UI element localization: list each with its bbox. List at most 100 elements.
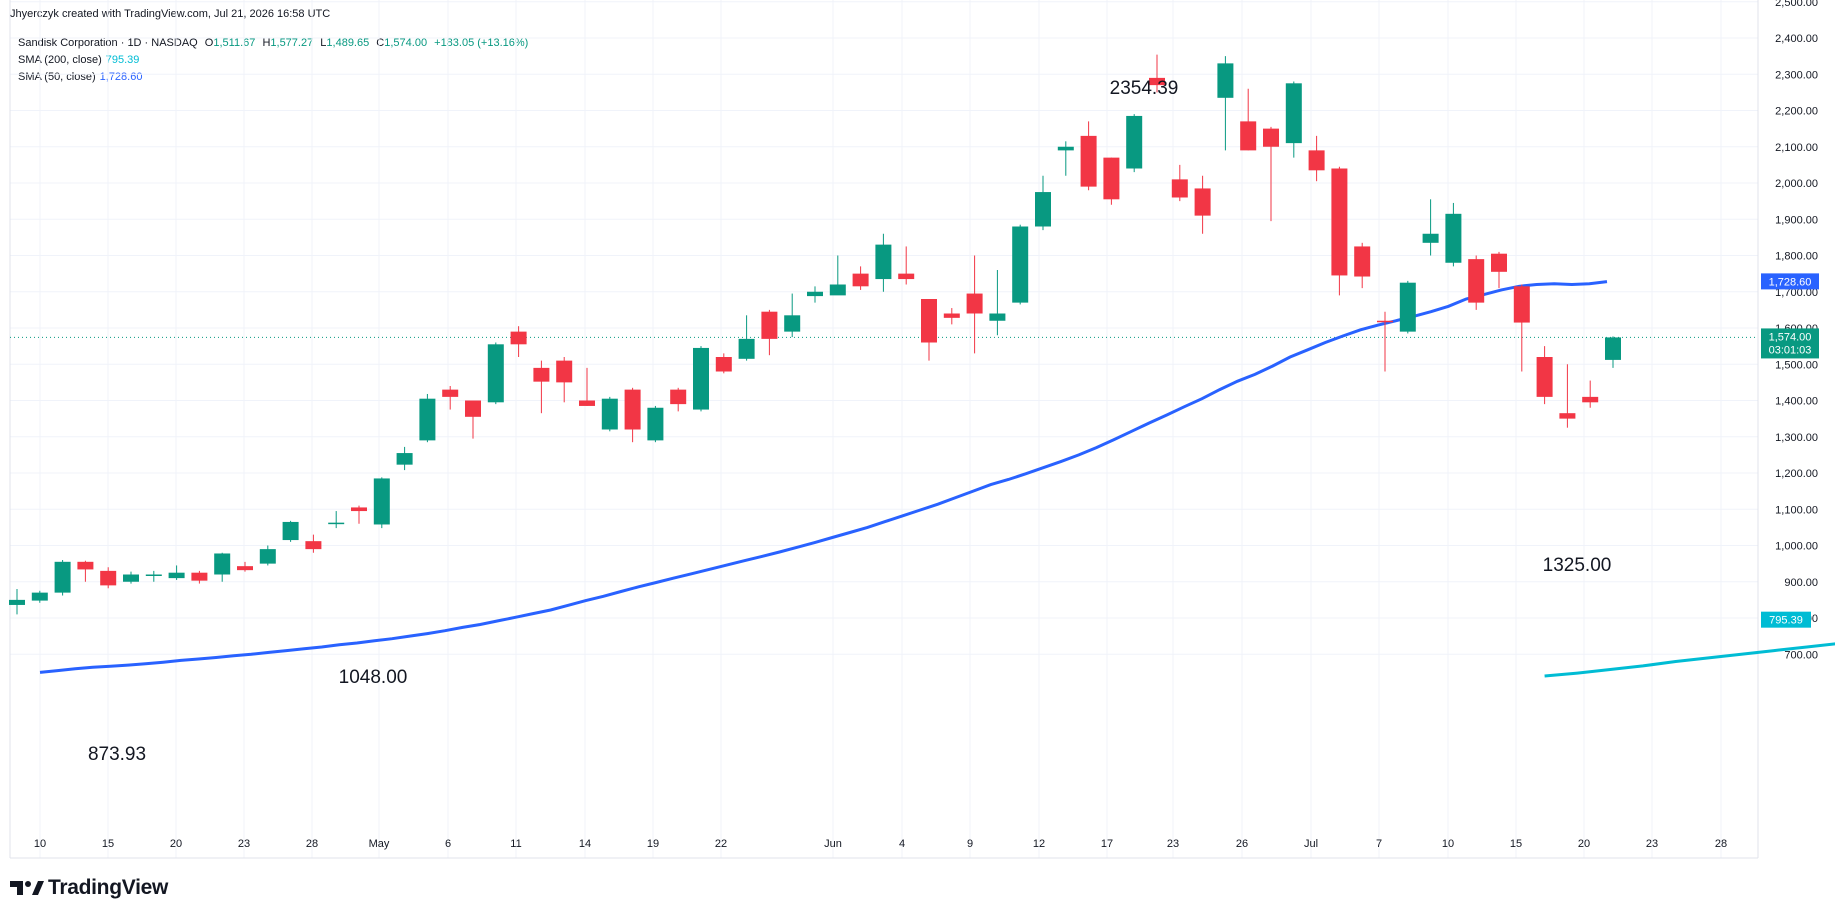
candle[interactable] xyxy=(1057,141,1074,176)
candle[interactable] xyxy=(168,565,185,580)
candle[interactable] xyxy=(533,360,550,414)
candle[interactable] xyxy=(1468,255,1485,310)
candle[interactable] xyxy=(510,326,527,357)
symbol-legend-row[interactable]: Sandisk Corporation · 1D · NASDAQ O1,511… xyxy=(18,35,528,52)
candle[interactable] xyxy=(373,477,390,529)
candle[interactable] xyxy=(943,308,960,325)
candle[interactable] xyxy=(1491,251,1507,289)
candle[interactable] xyxy=(875,233,892,292)
candle[interactable] xyxy=(579,367,595,406)
time-tick-label: 9 xyxy=(967,838,973,850)
candle-body xyxy=(738,338,755,359)
candle[interactable] xyxy=(852,266,869,290)
time-tick-label: 10 xyxy=(1442,838,1454,850)
candle-body xyxy=(579,400,595,406)
candle[interactable] xyxy=(259,545,276,566)
candle[interactable] xyxy=(31,590,48,603)
candle[interactable] xyxy=(396,446,413,471)
candle[interactable] xyxy=(898,246,915,285)
candle[interactable] xyxy=(305,534,322,553)
candle-body xyxy=(1217,63,1234,98)
candle[interactable] xyxy=(1126,114,1143,173)
price-tick-label: 1,500.00 xyxy=(1775,359,1818,371)
price-tick-label: 700.00 xyxy=(1784,649,1818,661)
candle-body xyxy=(1536,357,1553,397)
candle[interactable] xyxy=(442,386,459,410)
candle[interactable] xyxy=(77,560,94,582)
candle[interactable] xyxy=(624,387,641,443)
candle[interactable] xyxy=(1149,54,1165,93)
candle[interactable] xyxy=(1171,164,1188,202)
candle[interactable] xyxy=(1240,88,1257,151)
candle-body xyxy=(54,561,71,593)
candle[interactable] xyxy=(989,270,1006,336)
candle[interactable] xyxy=(601,396,618,432)
candle[interactable] xyxy=(1103,157,1120,205)
candle[interactable] xyxy=(465,400,481,439)
price-tick-label: 1,100.00 xyxy=(1775,504,1818,516)
candle[interactable] xyxy=(670,387,687,412)
candle[interactable] xyxy=(1605,336,1621,368)
candle[interactable] xyxy=(784,293,801,338)
candle[interactable] xyxy=(1308,135,1325,182)
candle[interactable] xyxy=(1331,166,1348,296)
candle[interactable] xyxy=(54,560,71,596)
candle[interactable] xyxy=(214,552,231,582)
candle[interactable] xyxy=(1422,199,1439,256)
candle[interactable] xyxy=(1285,81,1302,158)
candle-body xyxy=(875,244,892,280)
tradingview-logo-icon xyxy=(10,881,44,895)
time-tick-label: May xyxy=(369,838,390,850)
candle[interactable] xyxy=(715,353,732,374)
candle[interactable] xyxy=(9,589,25,615)
candle[interactable] xyxy=(829,255,846,296)
candle[interactable] xyxy=(1582,380,1599,408)
candle-body xyxy=(9,599,25,605)
candle[interactable] xyxy=(100,567,117,589)
candle[interactable] xyxy=(1217,56,1234,151)
candle[interactable] xyxy=(966,255,983,354)
candle[interactable] xyxy=(1354,242,1371,289)
candle[interactable] xyxy=(693,346,709,412)
candle[interactable] xyxy=(1194,175,1211,234)
candle[interactable] xyxy=(1536,346,1553,405)
candle[interactable] xyxy=(1445,202,1462,267)
candle[interactable] xyxy=(191,570,208,584)
sma200-legend-row[interactable]: SMA (200, close) 795.39 xyxy=(18,52,528,69)
candle-body xyxy=(921,299,937,343)
tradingview-logo[interactable]: TradingView xyxy=(10,876,168,900)
candle[interactable] xyxy=(328,511,345,529)
candle[interactable] xyxy=(556,357,573,403)
candle[interactable] xyxy=(1012,224,1029,305)
candle-body xyxy=(1399,282,1416,332)
candle[interactable] xyxy=(487,342,504,405)
candle-body xyxy=(351,507,367,512)
candle[interactable] xyxy=(237,561,253,572)
candle[interactable] xyxy=(807,286,823,303)
candle[interactable] xyxy=(145,570,162,582)
candle[interactable] xyxy=(921,299,937,361)
candle-body xyxy=(989,313,1006,321)
candle[interactable] xyxy=(123,571,139,584)
candle-body xyxy=(761,311,778,339)
candle-body xyxy=(1149,77,1165,86)
candle[interactable] xyxy=(1559,364,1576,428)
chart-grid xyxy=(10,0,1758,858)
candle[interactable] xyxy=(738,315,755,361)
time-tick-label: 14 xyxy=(579,838,591,850)
candle-body xyxy=(1445,213,1462,263)
candle-body xyxy=(1468,259,1485,303)
candle[interactable] xyxy=(1513,284,1530,372)
candle[interactable] xyxy=(1263,126,1279,222)
candle[interactable] xyxy=(282,520,299,542)
candle[interactable] xyxy=(351,505,367,524)
candle[interactable] xyxy=(419,393,436,443)
candle[interactable] xyxy=(647,405,664,443)
candle[interactable] xyxy=(1035,175,1051,231)
candle[interactable] xyxy=(1399,280,1416,334)
candle[interactable] xyxy=(761,309,778,356)
candle[interactable] xyxy=(1080,121,1097,191)
candle[interactable] xyxy=(1377,311,1393,372)
candle-body xyxy=(898,273,915,280)
